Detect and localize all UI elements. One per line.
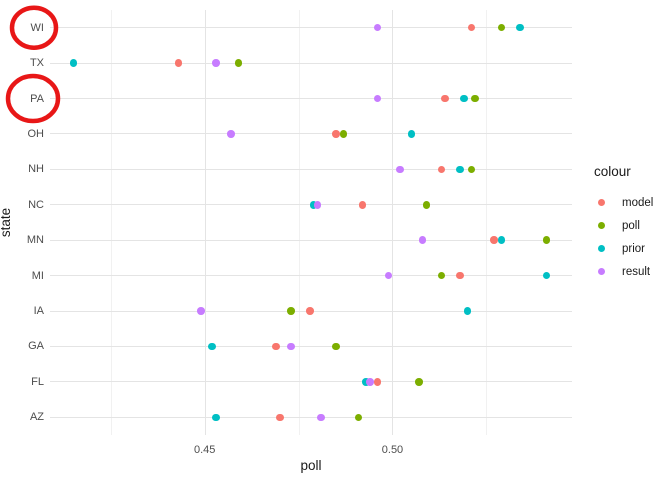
y-axis-label-oh: OH xyxy=(27,127,45,140)
prior-point-nh xyxy=(456,165,464,174)
result-point-nh xyxy=(396,165,404,174)
y-axis-label-nh: NH xyxy=(28,163,44,176)
legend-key-model-icon xyxy=(598,199,605,206)
prior-point-ga xyxy=(208,342,216,351)
minor-gridline xyxy=(486,10,488,435)
y-axis-label-ga: GA xyxy=(28,340,44,353)
model-point-nh xyxy=(437,165,446,174)
prior-point-ia xyxy=(463,307,472,315)
model-point-nc xyxy=(358,201,367,209)
result-point-ga xyxy=(287,342,295,351)
prior-point-pa xyxy=(460,94,468,103)
poll-point-ia xyxy=(287,307,295,315)
poll-point-ga xyxy=(332,342,340,351)
result-point-pa xyxy=(373,94,382,103)
y-axis-label-fl: FL xyxy=(31,375,44,388)
y-axis-label-nc: NC xyxy=(28,198,44,211)
prior-point-tx xyxy=(69,59,78,67)
poll-point-az xyxy=(354,413,363,422)
result-point-fl xyxy=(366,378,374,386)
model-point-az xyxy=(276,413,284,422)
result-point-mn xyxy=(418,236,427,244)
prior-point-wi xyxy=(516,23,524,32)
legend-key-prior-icon xyxy=(598,245,605,252)
minor-gridline xyxy=(110,10,112,435)
legend-key-poll-icon xyxy=(598,222,605,229)
y-axis-label-ia: IA xyxy=(33,305,44,318)
minor-gridline xyxy=(298,10,300,435)
poll-point-nh xyxy=(467,165,476,174)
poll-point-fl xyxy=(415,378,423,386)
legend: colour model poll prior result xyxy=(594,164,653,283)
poll-point-mn xyxy=(542,236,551,244)
row-gridline-mn xyxy=(50,239,572,241)
row-gridline-fl xyxy=(50,381,572,383)
result-point-tx xyxy=(212,59,220,67)
row-gridline-az xyxy=(50,416,572,418)
model-point-fl xyxy=(373,378,382,386)
major-gridline xyxy=(392,10,394,435)
y-axis-label-mn: MN xyxy=(26,234,44,247)
legend-label-result: result xyxy=(622,265,651,278)
x-axis-title: poll xyxy=(300,458,322,473)
result-point-nc xyxy=(313,201,322,209)
result-point-ia xyxy=(197,307,205,315)
x-axis-tick-0.45: 0.45 xyxy=(194,444,216,456)
result-point-mi xyxy=(384,271,393,280)
y-axis-title: state xyxy=(0,207,14,238)
row-gridline-mi xyxy=(50,275,572,277)
row-gridline-oh xyxy=(50,133,572,135)
y-axis-label-az: AZ xyxy=(29,411,44,424)
row-gridline-wi xyxy=(50,27,572,29)
row-gridline-nh xyxy=(50,168,572,170)
prior-point-oh xyxy=(407,130,416,138)
result-point-az xyxy=(317,413,325,422)
poll-point-nc xyxy=(422,201,431,209)
poll-point-pa xyxy=(471,94,479,103)
major-gridline xyxy=(204,10,206,435)
row-gridline-ga xyxy=(50,345,572,347)
model-point-ga xyxy=(272,342,280,351)
legend-label-model: model xyxy=(622,196,654,209)
model-point-pa xyxy=(441,94,449,103)
result-point-wi xyxy=(373,23,382,32)
prior-point-mi xyxy=(542,271,551,280)
poll-point-wi xyxy=(497,23,506,32)
prior-point-mn xyxy=(497,236,506,244)
legend-label-poll: poll xyxy=(622,219,640,232)
model-point-wi xyxy=(467,23,476,32)
model-point-mn xyxy=(490,236,498,244)
y-axis-label-mi: MI xyxy=(31,269,44,282)
legend-entries: model poll prior result xyxy=(594,191,653,283)
poll-point-oh xyxy=(339,130,348,138)
legend-entry-model: model xyxy=(594,191,653,214)
x-axis-tick-0.50: 0.50 xyxy=(381,444,404,456)
legend-entry-prior: prior xyxy=(594,237,653,260)
model-point-tx xyxy=(174,59,183,67)
legend-title: colour xyxy=(594,164,631,179)
y-axis-label-tx: TX xyxy=(29,57,44,70)
model-point-mi xyxy=(456,271,464,280)
prior-point-az xyxy=(212,413,220,422)
row-gridline-pa xyxy=(50,98,572,100)
model-point-oh xyxy=(332,130,340,138)
model-point-ia xyxy=(306,307,314,315)
legend-key-result-icon xyxy=(598,268,605,275)
row-gridline-tx xyxy=(50,62,572,64)
legend-label-prior: prior xyxy=(622,242,646,255)
poll-point-mi xyxy=(437,271,446,280)
result-point-oh xyxy=(227,130,235,138)
legend-entry-poll: poll xyxy=(594,214,653,237)
plot-panel xyxy=(50,10,572,435)
legend-entry-result: result xyxy=(594,260,653,283)
poll-point-tx xyxy=(234,59,243,67)
